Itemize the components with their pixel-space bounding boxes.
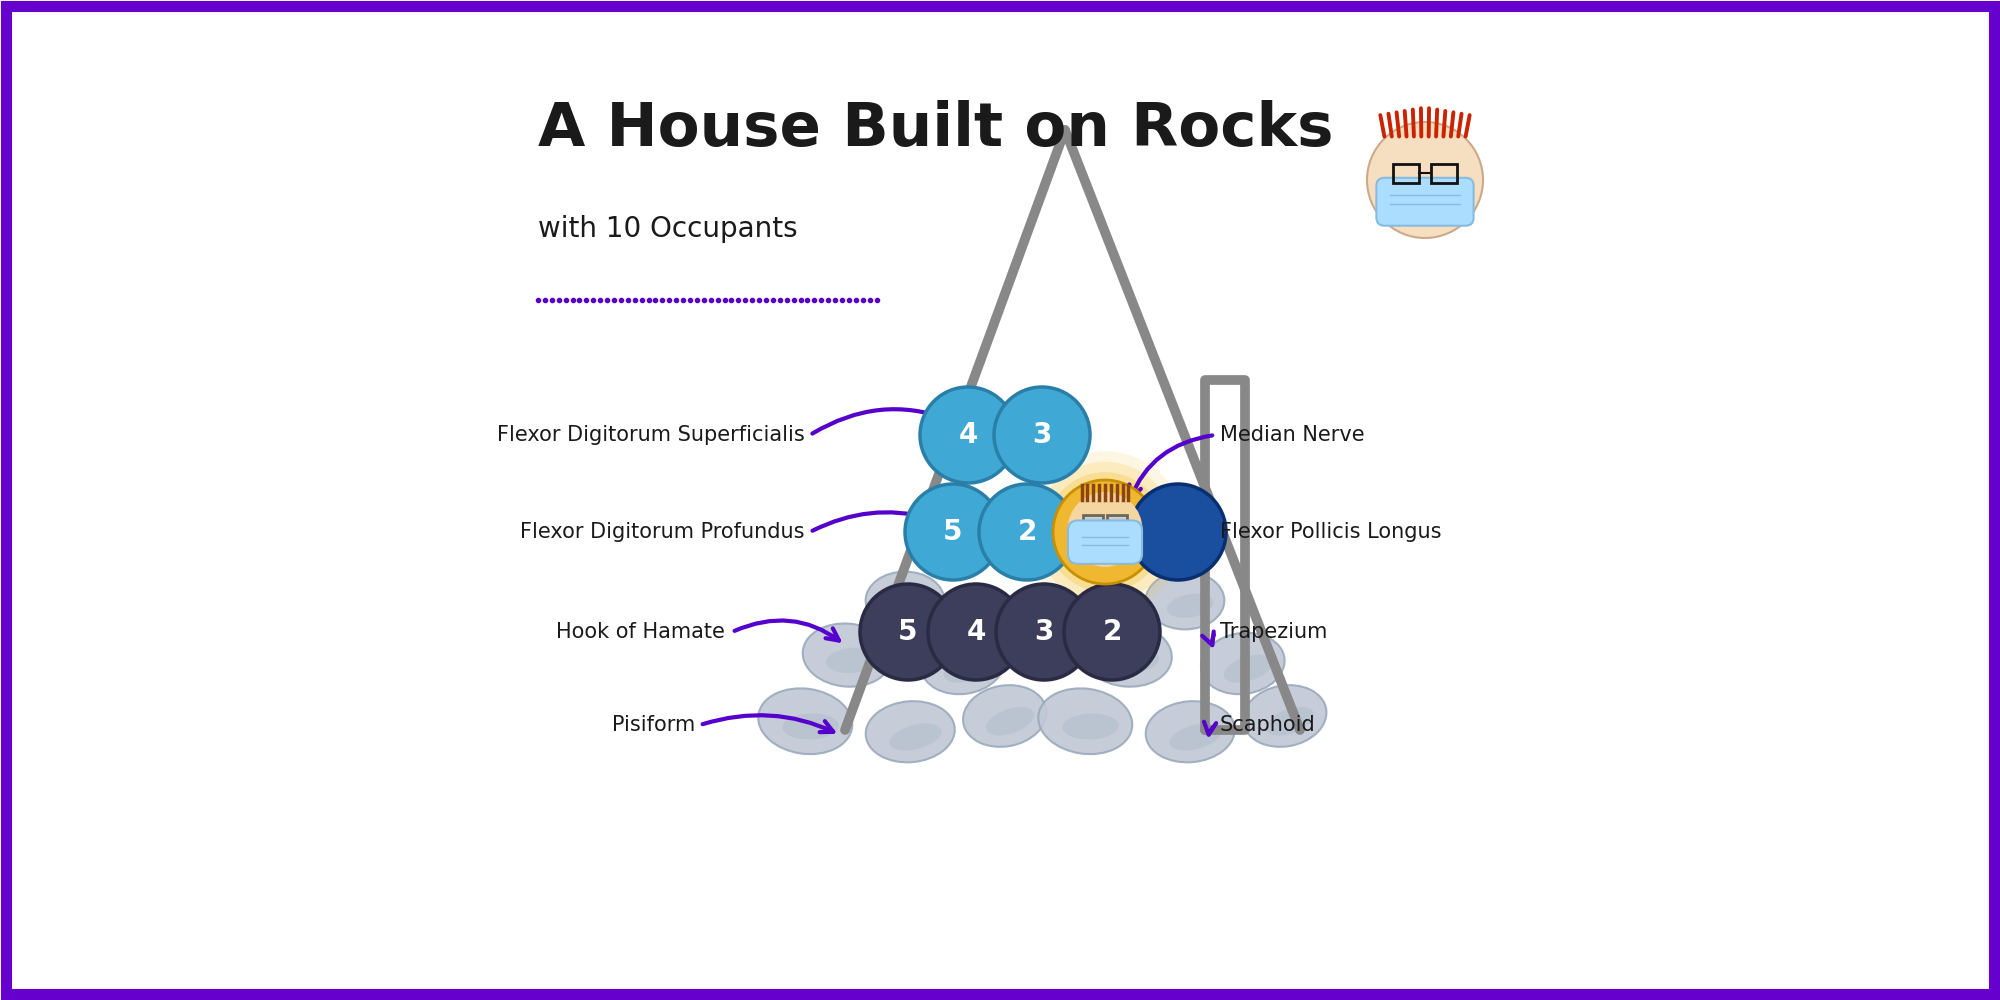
Ellipse shape	[1200, 633, 1284, 694]
Text: Pisiform: Pisiform	[612, 715, 696, 735]
Bar	[1430, 164, 1456, 183]
FancyBboxPatch shape	[1376, 178, 1474, 226]
Ellipse shape	[1106, 648, 1160, 673]
Circle shape	[1368, 122, 1484, 238]
Ellipse shape	[1224, 655, 1272, 683]
Text: Flexor Pollicis Longus: Flexor Pollicis Longus	[1220, 522, 1442, 542]
Text: 5: 5	[944, 518, 962, 546]
Text: Scaphoid: Scaphoid	[1220, 715, 1316, 735]
Circle shape	[928, 584, 1024, 680]
Ellipse shape	[758, 688, 852, 754]
Ellipse shape	[944, 655, 992, 683]
Ellipse shape	[1166, 594, 1214, 618]
Ellipse shape	[1266, 707, 1314, 736]
Ellipse shape	[866, 572, 944, 629]
Circle shape	[860, 584, 956, 680]
Text: 5: 5	[898, 618, 918, 646]
Circle shape	[1130, 484, 1226, 580]
Text: 4: 4	[966, 618, 986, 646]
Text: with 10 Occupants: with 10 Occupants	[538, 215, 798, 243]
FancyBboxPatch shape	[1068, 520, 1142, 564]
Ellipse shape	[802, 623, 892, 687]
Ellipse shape	[890, 723, 942, 751]
Circle shape	[904, 484, 1002, 580]
Circle shape	[1034, 462, 1176, 602]
Ellipse shape	[1170, 723, 1222, 751]
Bar	[1394, 164, 1420, 183]
Text: Flexor Digitorum Superficialis: Flexor Digitorum Superficialis	[498, 425, 804, 445]
Ellipse shape	[886, 594, 934, 618]
Ellipse shape	[1062, 713, 1118, 740]
Circle shape	[1052, 480, 1156, 584]
Bar	[1084, 515, 1102, 529]
Text: Hook of Hamate: Hook of Hamate	[556, 622, 724, 642]
Ellipse shape	[920, 633, 1004, 694]
Ellipse shape	[1038, 688, 1132, 754]
Text: Flexor Digitorum Profundus: Flexor Digitorum Profundus	[520, 522, 804, 542]
Circle shape	[1068, 492, 1142, 567]
Ellipse shape	[964, 685, 1046, 747]
Text: 3: 3	[1032, 421, 1052, 449]
Ellipse shape	[826, 648, 880, 673]
Ellipse shape	[866, 701, 954, 762]
Circle shape	[1024, 451, 1186, 613]
Ellipse shape	[1082, 623, 1172, 687]
Circle shape	[996, 584, 1092, 680]
Circle shape	[920, 387, 1016, 483]
Text: 2: 2	[1102, 618, 1122, 646]
Ellipse shape	[1146, 701, 1234, 762]
Circle shape	[980, 484, 1076, 580]
Text: A House Built on Rocks: A House Built on Rocks	[538, 100, 1334, 159]
Ellipse shape	[986, 707, 1034, 736]
Ellipse shape	[1244, 685, 1326, 747]
Circle shape	[1046, 472, 1164, 592]
Text: Median Nerve: Median Nerve	[1220, 425, 1364, 445]
Ellipse shape	[782, 713, 838, 740]
Text: 3: 3	[1034, 618, 1054, 646]
Circle shape	[994, 387, 1090, 483]
Text: Trapezium: Trapezium	[1220, 622, 1328, 642]
Ellipse shape	[1146, 572, 1224, 629]
Bar	[1108, 515, 1126, 529]
Text: 4: 4	[958, 421, 978, 449]
Text: 2: 2	[1018, 518, 1036, 546]
Circle shape	[1064, 584, 1160, 680]
